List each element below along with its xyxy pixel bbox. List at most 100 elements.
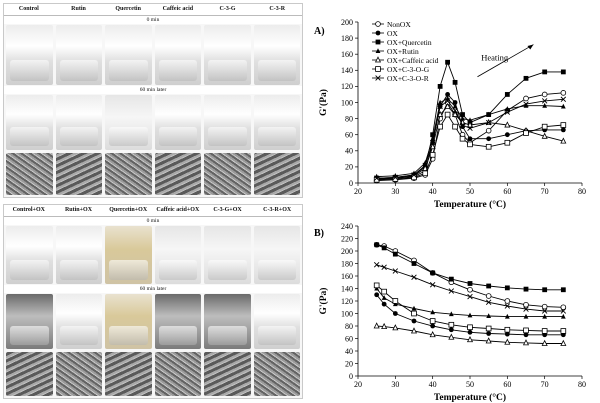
data-point xyxy=(466,336,474,343)
data-point xyxy=(411,318,417,324)
data-point xyxy=(437,99,443,105)
data-point xyxy=(452,103,458,109)
x-tick-label: 80 xyxy=(578,380,586,389)
data-point xyxy=(448,327,454,333)
data-point xyxy=(541,123,548,130)
jar-photo xyxy=(154,95,201,150)
sem-micrograph xyxy=(154,352,201,396)
sem-micrograph xyxy=(154,153,201,195)
y-tick-label: 240 xyxy=(341,222,353,231)
legend-marker xyxy=(375,66,381,72)
jar-row-60min xyxy=(6,95,300,150)
legend-entry: OX+C-3-O-G xyxy=(387,65,430,74)
y-tick-label: 0 xyxy=(349,372,353,381)
jar-photo xyxy=(6,226,53,284)
y-tick-label: 220 xyxy=(341,234,353,243)
legend-entry: OX+C-3-O-R xyxy=(387,74,429,83)
data-point xyxy=(459,122,466,128)
data-point xyxy=(523,301,529,308)
data-point xyxy=(381,295,387,300)
caption-60min: 60 min later xyxy=(4,285,302,293)
data-point xyxy=(523,332,529,338)
data-point xyxy=(374,242,380,248)
data-point xyxy=(381,322,388,330)
header-rutin: Rutin xyxy=(71,6,86,12)
data-point xyxy=(429,140,436,146)
data-point xyxy=(466,121,474,128)
data-point xyxy=(523,102,529,108)
data-point xyxy=(485,119,492,126)
jar-photo xyxy=(204,294,251,349)
data-point xyxy=(523,101,529,107)
jar-photo xyxy=(204,95,251,150)
data-point xyxy=(429,282,436,288)
y-tick-label: 160 xyxy=(341,272,353,281)
data-point xyxy=(448,288,455,294)
jar-photo xyxy=(105,25,152,85)
data-point xyxy=(467,312,473,318)
data-point xyxy=(411,305,417,311)
jar-photo xyxy=(6,25,53,85)
data-point xyxy=(392,176,399,182)
data-point xyxy=(504,338,511,345)
y-tick-label: 40 xyxy=(345,147,353,156)
data-point xyxy=(410,327,418,334)
data-point xyxy=(411,174,417,181)
arrow-shaft xyxy=(477,44,534,78)
data-point xyxy=(560,287,566,293)
y-tick-label: 40 xyxy=(345,347,353,356)
data-point xyxy=(460,112,465,117)
data-point xyxy=(486,313,492,318)
panel-label: A) xyxy=(314,26,325,37)
data-point xyxy=(381,301,387,307)
data-point xyxy=(392,298,399,304)
data-point xyxy=(445,92,450,97)
data-point xyxy=(373,322,380,329)
data-point xyxy=(541,132,548,139)
legend-entry: OX xyxy=(387,29,398,38)
data-point xyxy=(429,152,436,158)
data-point xyxy=(381,288,387,295)
jar-photo xyxy=(55,95,102,150)
chart-a: 20 30 40 50 60 70 8002040608010012014016018020… xyxy=(314,18,586,210)
data-point xyxy=(485,337,492,344)
data-point xyxy=(504,303,511,309)
data-point xyxy=(437,123,443,130)
chart-b: 20 30 40 50 60 70 8002040608010012014016018020… xyxy=(314,222,586,402)
data-point xyxy=(430,323,436,329)
data-point xyxy=(560,137,567,144)
data-point xyxy=(523,95,529,102)
data-point xyxy=(504,331,510,337)
data-point xyxy=(541,303,548,310)
data-point xyxy=(422,170,429,177)
data-point xyxy=(560,339,567,346)
legend-entry: OX+Quercetin xyxy=(387,38,432,47)
legend-marker xyxy=(375,30,381,36)
y-tick-label: 100 xyxy=(341,309,353,318)
data-point xyxy=(522,339,530,346)
data-point xyxy=(504,139,511,146)
jar-photo xyxy=(55,226,102,284)
data-point xyxy=(437,84,443,89)
data-point xyxy=(459,135,466,142)
photo-panel-bottom: Control+OX Rutin+OX Quercetin+OX Caffeic… xyxy=(3,204,303,399)
data-point xyxy=(523,313,529,319)
x-tick-label: 60 xyxy=(503,187,511,196)
y-tick-label: 120 xyxy=(341,297,353,306)
y-tick-label: 100 xyxy=(341,98,353,107)
y-tick-label: 20 xyxy=(345,359,353,368)
y-tick-label: 20 xyxy=(345,163,353,172)
data-point xyxy=(448,276,454,282)
data-point xyxy=(560,313,566,319)
jar-photo xyxy=(154,226,201,284)
data-point xyxy=(541,328,548,334)
sem-micrograph xyxy=(253,153,300,195)
series-nonox xyxy=(373,241,567,311)
sem-micrograph xyxy=(6,352,53,396)
header-caffeic-acid: Caffeic acid xyxy=(162,6,194,12)
data-point xyxy=(460,115,465,121)
series-ox-c-3-o-g xyxy=(373,111,567,183)
data-point xyxy=(504,92,510,97)
data-point xyxy=(467,286,473,293)
x-tick-label: 30 xyxy=(391,380,399,389)
